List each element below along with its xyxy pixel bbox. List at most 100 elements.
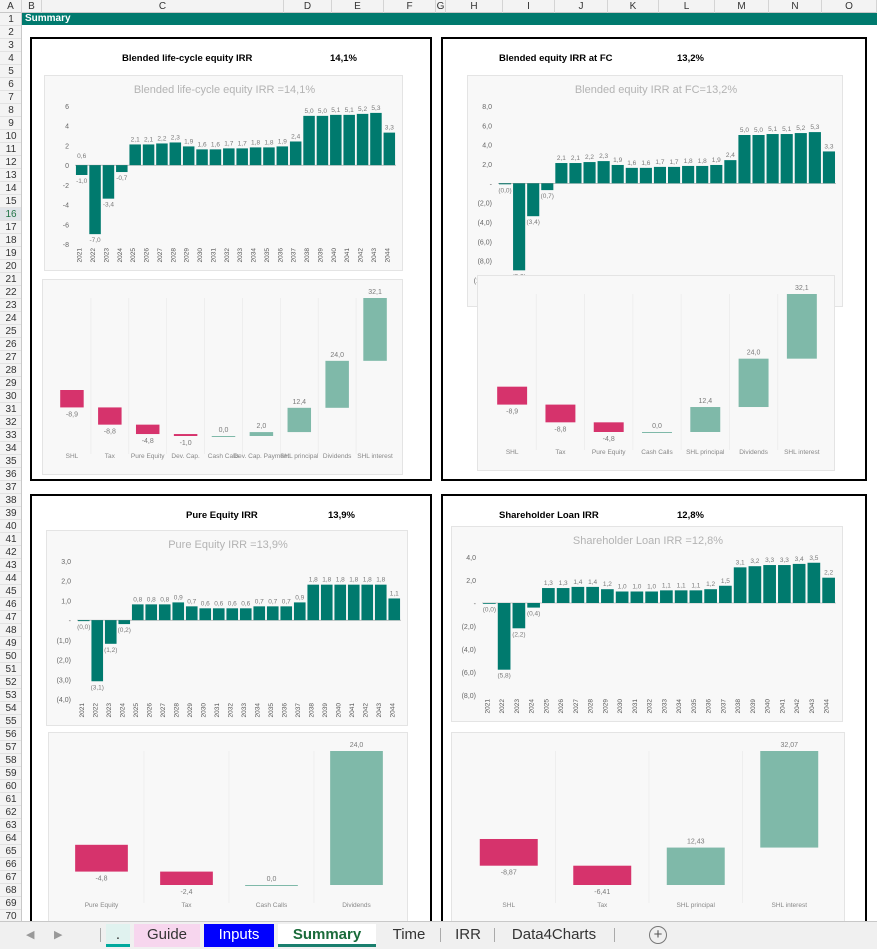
row-header[interactable]: 49: [0, 637, 21, 650]
irr-bar-chart[interactable]: Shareholder Loan IRR =12,8% 4,0 2,0 - (2,0) (…: [451, 526, 843, 722]
row-header[interactable]: 36: [0, 468, 21, 481]
row-header[interactable]: 21: [0, 273, 21, 286]
row-header[interactable]: 13: [0, 169, 21, 182]
tab-guide[interactable]: Guide: [134, 924, 200, 947]
row-header[interactable]: 19: [0, 247, 21, 260]
row-header[interactable]: 66: [0, 858, 21, 871]
column-header[interactable]: L: [659, 0, 715, 13]
row-header[interactable]: 6: [0, 78, 21, 91]
row-header[interactable]: 50: [0, 650, 21, 663]
row-header[interactable]: 60: [0, 780, 21, 793]
row-header[interactable]: 12: [0, 156, 21, 169]
row-header[interactable]: 54: [0, 702, 21, 715]
irr-bar-chart[interactable]: Blended life-cycle equity IRR =14,1% 6 4 2 0…: [44, 75, 403, 271]
row-header[interactable]: 14: [0, 182, 21, 195]
column-header[interactable]: O: [822, 0, 877, 13]
row-header[interactable]: 18: [0, 234, 21, 247]
tab-data4charts[interactable]: Data4Charts: [511, 926, 597, 943]
tab-summary[interactable]: Summary: [278, 924, 376, 947]
row-header[interactable]: 51: [0, 663, 21, 676]
row-header[interactable]: 64: [0, 832, 21, 845]
row-header[interactable]: 40: [0, 520, 21, 533]
tab-time[interactable]: Time: [392, 926, 426, 943]
irr-bar-chart[interactable]: Blended equity IRR at FC=13,2% 8,0 6,0 4,0 2…: [467, 75, 843, 307]
column-header[interactable]: F: [384, 0, 436, 13]
column-header[interactable]: D: [284, 0, 332, 13]
column-header[interactable]: B: [22, 0, 42, 13]
row-header[interactable]: 58: [0, 754, 21, 767]
column-header[interactable]: C: [42, 0, 284, 13]
tab-inputs[interactable]: Inputs: [204, 924, 274, 947]
row-header[interactable]: 20: [0, 260, 21, 273]
row-header[interactable]: 5: [0, 65, 21, 78]
row-header[interactable]: 56: [0, 728, 21, 741]
row-header[interactable]: 34: [0, 442, 21, 455]
row-header[interactable]: 55: [0, 715, 21, 728]
row-header[interactable]: 15: [0, 195, 21, 208]
row-header[interactable]: 63: [0, 819, 21, 832]
cashflow-waterfall-chart[interactable]: -8,9 SHL -8,8 Tax -4,8 Pure Equity 0,0 Cash Cal…: [477, 275, 835, 471]
row-header[interactable]: 39: [0, 507, 21, 520]
row-header[interactable]: 31: [0, 403, 21, 416]
row-header[interactable]: 41: [0, 533, 21, 546]
row-header[interactable]: 27: [0, 351, 21, 364]
row-header[interactable]: 10: [0, 130, 21, 143]
row-header[interactable]: 8: [0, 104, 21, 117]
row-header[interactable]: 48: [0, 624, 21, 637]
row-header[interactable]: 3: [0, 39, 21, 52]
column-header[interactable]: I: [503, 0, 555, 13]
row-header[interactable]: 46: [0, 598, 21, 611]
row-header[interactable]: 67: [0, 871, 21, 884]
row-header[interactable]: 16: [0, 208, 21, 221]
row-header[interactable]: 1: [0, 13, 21, 26]
row-header[interactable]: 17: [0, 221, 21, 234]
prev-sheet-icon[interactable]: ◀: [26, 929, 35, 941]
column-header[interactable]: A: [0, 0, 22, 13]
cashflow-waterfall-chart[interactable]: -8,9 SHL -8,8 Tax -4,8 Pure Equity -1,0 Dev. Ca…: [42, 279, 403, 475]
column-header[interactable]: H: [446, 0, 503, 13]
row-header[interactable]: 7: [0, 91, 21, 104]
row-header[interactable]: 2: [0, 26, 21, 39]
row-header[interactable]: 32: [0, 416, 21, 429]
row-header[interactable]: 47: [0, 611, 21, 624]
row-header[interactable]: 68: [0, 884, 21, 897]
row-header[interactable]: 9: [0, 117, 21, 130]
column-header[interactable]: N: [769, 0, 822, 13]
row-header[interactable]: 23: [0, 299, 21, 312]
row-header[interactable]: 57: [0, 741, 21, 754]
row-header[interactable]: 62: [0, 806, 21, 819]
cashflow-waterfall-chart[interactable]: -4,8 Pure Equity -2,4 Tax 0,0 Cash Calls 24,0 D…: [48, 732, 408, 924]
column-header[interactable]: E: [332, 0, 384, 13]
row-header[interactable]: 30: [0, 390, 21, 403]
row-header[interactable]: 69: [0, 897, 21, 910]
tab-dot[interactable]: .: [106, 924, 130, 947]
row-header[interactable]: 59: [0, 767, 21, 780]
row-header[interactable]: 45: [0, 585, 21, 598]
cashflow-waterfall-chart[interactable]: -8,87 SHL -6,41 Tax 12,43 SHL principal 32,07 S…: [451, 732, 845, 924]
row-header[interactable]: 22: [0, 286, 21, 299]
row-header[interactable]: 28: [0, 364, 21, 377]
row-header[interactable]: 53: [0, 689, 21, 702]
row-header[interactable]: 65: [0, 845, 21, 858]
row-header[interactable]: 35: [0, 455, 21, 468]
row-header[interactable]: 37: [0, 481, 21, 494]
row-header[interactable]: 26: [0, 338, 21, 351]
tab-irr[interactable]: IRR: [455, 926, 481, 943]
column-header[interactable]: J: [555, 0, 608, 13]
row-header[interactable]: 70: [0, 910, 21, 921]
next-sheet-icon[interactable]: ▶: [54, 929, 63, 941]
row-header[interactable]: 52: [0, 676, 21, 689]
row-header[interactable]: 25: [0, 325, 21, 338]
add-sheet-icon[interactable]: +: [649, 926, 667, 944]
column-header[interactable]: G: [436, 0, 446, 13]
row-header[interactable]: 29: [0, 377, 21, 390]
row-header[interactable]: 38: [0, 494, 21, 507]
row-header[interactable]: 24: [0, 312, 21, 325]
column-header[interactable]: K: [608, 0, 659, 13]
row-header[interactable]: 4: [0, 52, 21, 65]
row-header[interactable]: 43: [0, 559, 21, 572]
row-header[interactable]: 33: [0, 429, 21, 442]
row-header[interactable]: 61: [0, 793, 21, 806]
column-header[interactable]: M: [715, 0, 769, 13]
row-header[interactable]: 44: [0, 572, 21, 585]
